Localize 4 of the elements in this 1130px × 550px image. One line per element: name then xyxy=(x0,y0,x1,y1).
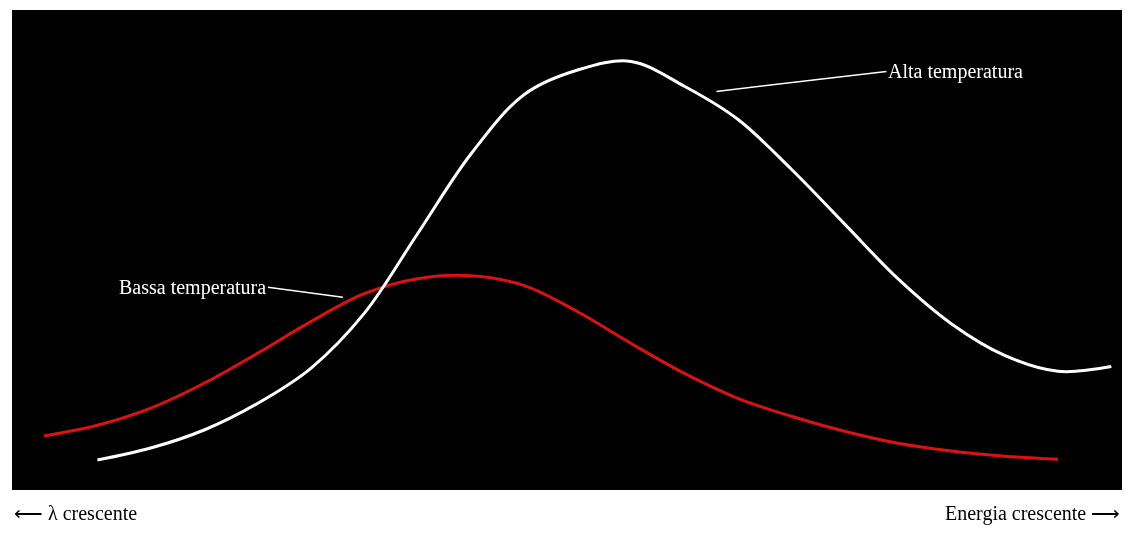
annotation: Bassa temperatura xyxy=(119,276,267,299)
text: Energia crescente ⟶ xyxy=(945,502,1121,525)
annotation: Alta temperatura xyxy=(888,60,1024,83)
text: ⟵ λ crescente xyxy=(14,502,138,524)
